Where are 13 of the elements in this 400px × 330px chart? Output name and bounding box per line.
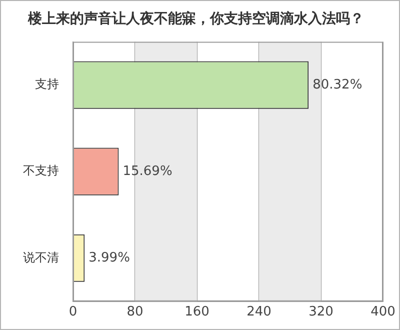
x-tick-label: 80 [126,304,144,320]
annotation: 15.69% [122,164,172,179]
x-tick-label: 160 [184,304,210,320]
x-tick-label: 320 [308,304,334,320]
annotation: 80.32% [312,77,362,92]
y-tick-label: 说不清 [23,250,59,264]
x-tick-label: 400 [370,304,396,320]
annotation: 3.99% [88,250,130,266]
x-tick-label: 0 [68,304,78,320]
y-tick-label: 支持 [35,77,59,92]
chart-title: 楼上来的声音让人夜不能寐，你支持空调滴水入法吗？ [27,10,364,28]
y-tick-label: 不支持 [23,164,59,178]
x-tick-label: 240 [246,304,272,320]
